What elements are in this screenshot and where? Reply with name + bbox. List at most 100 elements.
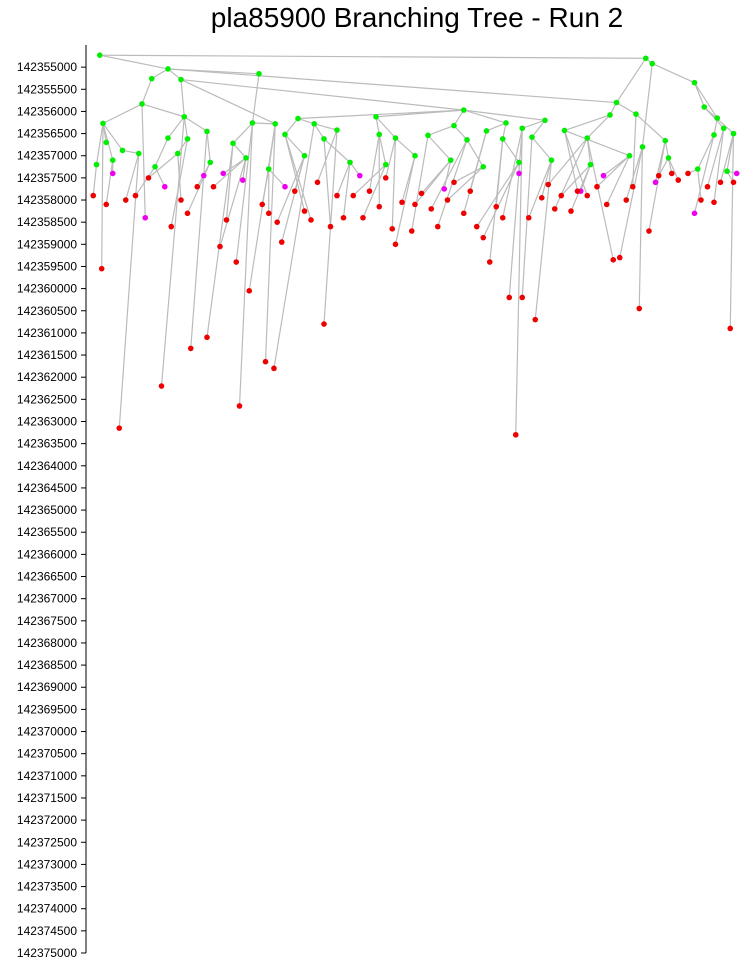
tree-edge	[482, 162, 520, 238]
tree-edge	[276, 155, 306, 223]
tree-edge	[697, 134, 715, 170]
y-tick-label: 142368000	[17, 636, 77, 650]
tree-node-magenta	[142, 214, 149, 221]
tree-node-green	[181, 113, 188, 120]
tree-edge	[463, 109, 507, 124]
tree-node-green	[584, 135, 591, 141]
tree-edge	[362, 164, 387, 218]
tree-node-green	[519, 125, 526, 132]
tree-node-red	[480, 234, 487, 241]
tree-node-red	[730, 179, 737, 186]
tree-edge	[729, 133, 735, 329]
tree-node-green	[301, 152, 308, 159]
tree-edge	[531, 119, 546, 138]
y-tick-label: 142371500	[17, 791, 77, 805]
tree-edge	[495, 138, 504, 207]
tree-node-green	[347, 159, 353, 166]
tree-edge	[570, 164, 592, 212]
tree-edge	[297, 109, 464, 120]
tree-edge	[323, 138, 332, 227]
tree-node-red	[382, 175, 389, 181]
tree-edge	[515, 128, 523, 435]
tree-node-green	[447, 157, 454, 163]
tree-edge	[141, 103, 146, 218]
tree-node-green	[561, 127, 568, 134]
tree-edge	[118, 153, 140, 429]
tree-node-green	[109, 157, 116, 163]
tree-node-green	[243, 155, 249, 161]
tree-node-green	[382, 161, 389, 168]
tree-node-red	[412, 201, 418, 208]
tree-edge	[531, 136, 552, 161]
tree-node-red	[574, 188, 581, 194]
tree-node-green	[503, 120, 509, 126]
tree-node-red	[711, 199, 717, 206]
tree-node-red	[308, 217, 314, 223]
tree-node-red	[265, 210, 272, 217]
tree-edge	[667, 157, 679, 181]
y-tick-label: 142361500	[17, 348, 77, 362]
tree-node-red	[499, 214, 506, 221]
tree-node-red	[506, 294, 513, 301]
tree-edge	[641, 63, 653, 147]
tree-edge	[719, 133, 735, 183]
tree-node-green	[152, 164, 158, 170]
tree-node-red	[301, 208, 308, 214]
tree-edge	[563, 130, 588, 196]
tree-node-green	[204, 128, 210, 135]
tree-edge	[625, 146, 644, 201]
tree-edge	[284, 134, 306, 212]
tree-node-green	[96, 52, 103, 58]
tree-node-magenta	[239, 177, 246, 183]
tree-node-green	[724, 168, 730, 175]
tree-node-green	[178, 76, 184, 83]
y-tick-label: 142371000	[17, 769, 77, 783]
tree-node-green	[451, 122, 457, 129]
tree-node-green	[93, 161, 100, 168]
y-tick-label: 142356500	[17, 127, 77, 141]
tree-node-red	[486, 259, 493, 265]
tree-edge	[427, 134, 452, 161]
tree-edge	[652, 63, 695, 84]
tree-node-red	[98, 265, 105, 272]
tree-edge	[235, 122, 254, 263]
tree-node-green	[529, 134, 535, 140]
tree-node-green	[334, 127, 340, 133]
tree-edge	[528, 159, 553, 218]
tree-edge	[378, 134, 387, 165]
tree-node-green	[633, 111, 639, 117]
tree-node-magenta	[652, 179, 659, 186]
tree-edge	[167, 68, 617, 104]
tree-node-red	[350, 192, 357, 199]
tree-edge	[248, 123, 276, 291]
tree-edge	[102, 103, 143, 124]
tree-node-magenta	[200, 172, 207, 179]
tree-edge	[225, 143, 234, 221]
y-tick-label: 142369500	[17, 702, 77, 716]
tree-edge	[421, 159, 452, 194]
tree-edge	[284, 134, 305, 157]
tree-edge	[706, 128, 725, 187]
tree-edge	[395, 137, 416, 157]
tree-edge	[180, 78, 464, 111]
tree-node-red	[668, 170, 675, 177]
y-tick-label: 142364000	[17, 459, 77, 473]
tree-node-magenta	[161, 183, 168, 190]
tree-node-red	[636, 305, 643, 312]
tree-edge	[141, 78, 153, 105]
tree-node-red	[217, 243, 223, 250]
tree-node-red	[178, 197, 184, 203]
tree-node-magenta	[220, 170, 227, 177]
tree-node-green	[516, 159, 522, 166]
tree-edge	[564, 129, 630, 157]
tree-edge	[560, 164, 591, 197]
tree-node-red	[184, 210, 191, 217]
tree-node-red	[629, 183, 636, 190]
tree-node-red	[259, 201, 266, 208]
tree-node-green	[626, 152, 633, 159]
tree-node-red	[103, 201, 110, 208]
tree-edge	[177, 153, 182, 201]
y-axis: 142355000 142355500 142356000 142356500 1423…	[17, 45, 87, 960]
tree-node-red	[473, 223, 480, 230]
